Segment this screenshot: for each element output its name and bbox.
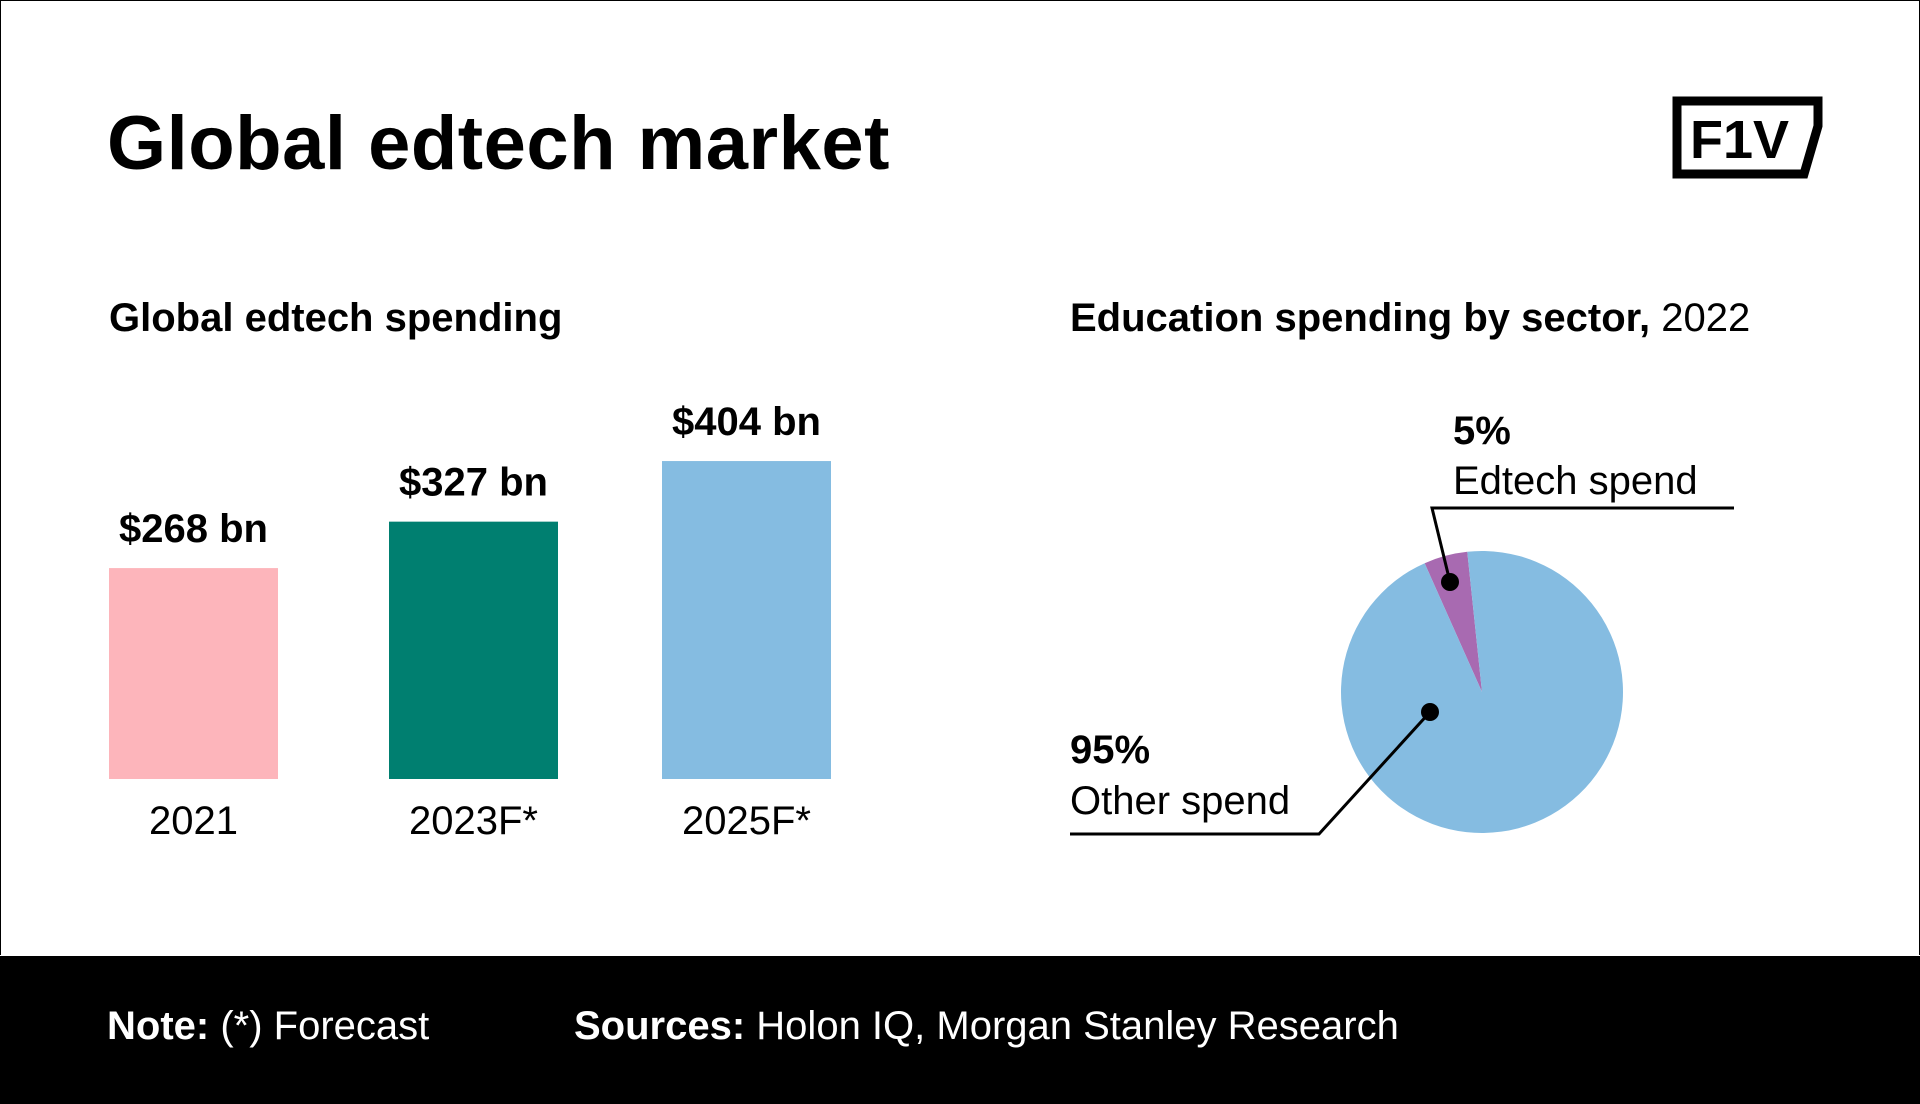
edtech-leader-line xyxy=(1430,506,1734,583)
footer-note: Note: (*) Forecast xyxy=(107,1004,429,1049)
pie-title-main: Education spending by sector, xyxy=(1070,296,1651,340)
footer-sources: Sources: Holon IQ, Morgan Stanley Resear… xyxy=(574,1004,1399,1049)
other-marker-dot xyxy=(1421,703,1439,721)
other-pct-label: 95% xyxy=(1070,728,1150,772)
other-leader-line xyxy=(1070,710,1432,836)
svg-text:F1V: F1V xyxy=(1690,110,1789,170)
bar-2021 xyxy=(109,568,278,779)
edtech-pct-label: 5% xyxy=(1453,409,1511,453)
note-label: Note: xyxy=(107,1004,210,1048)
charts-canvas: $268 bn 2021 $327 bn 2023F* $404 bn 2025F* 5% E… xyxy=(109,400,1734,843)
category-label: 2023F* xyxy=(409,799,538,843)
pie-slice-other-spend xyxy=(1341,550,1623,833)
bar-2025F* xyxy=(662,461,831,779)
pie-chart-title: Education spending by sector, 2022 xyxy=(1070,296,1750,341)
bar-2023F* xyxy=(389,521,558,779)
category-label: 2021 xyxy=(149,799,238,843)
bar-value-label: $404 bn xyxy=(672,400,821,444)
bar-value-label: $268 bn xyxy=(119,507,268,551)
sources-text: Holon IQ, Morgan Stanley Research xyxy=(756,1004,1399,1048)
category-label: 2025F* xyxy=(682,799,811,843)
f1v-logo: F1V xyxy=(1672,96,1823,179)
page-title: Global edtech market xyxy=(107,101,890,186)
bar-chart-title: Global edtech spending xyxy=(109,296,563,340)
edtech-label: Edtech spend xyxy=(1453,459,1698,503)
pie-slice-edtech-spend xyxy=(1424,551,1482,692)
other-label: Other spend xyxy=(1070,779,1290,823)
pie-title-year: 2022 xyxy=(1661,296,1751,340)
edtech-marker-dot xyxy=(1441,573,1459,591)
footer: Note: (*) Forecast Sources: Holon IQ, Mo… xyxy=(0,956,1920,1104)
sources-label: Sources: xyxy=(574,1004,746,1048)
note-text: (*) Forecast xyxy=(220,1004,430,1048)
bar-value-label: $327 bn xyxy=(399,461,548,505)
